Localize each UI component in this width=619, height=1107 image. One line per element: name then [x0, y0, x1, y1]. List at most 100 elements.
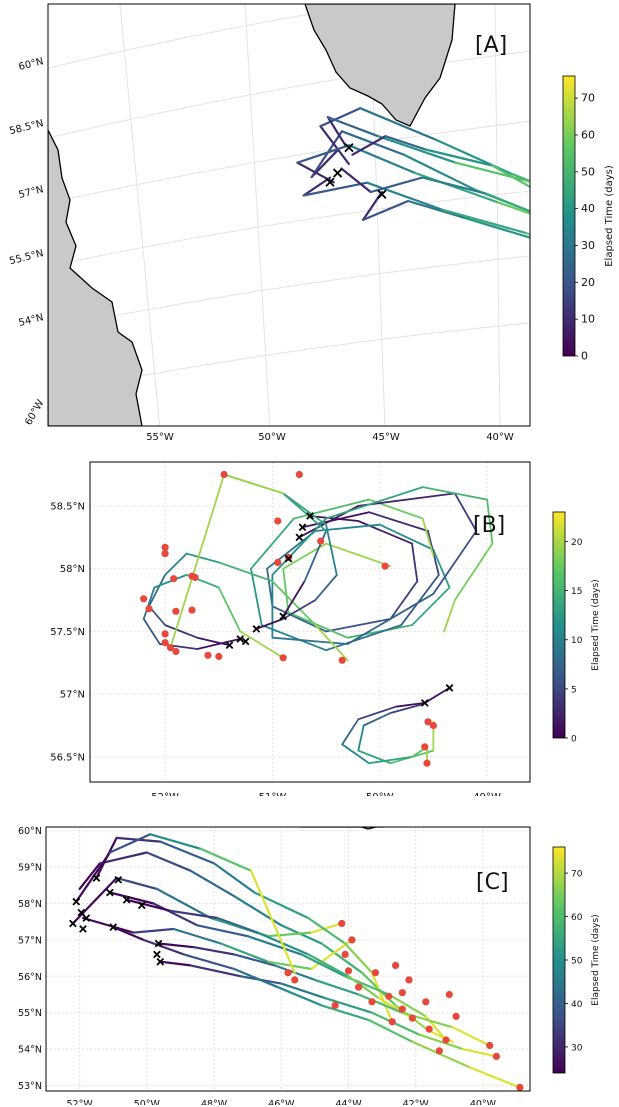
colorbar-tick-label: 60 — [581, 128, 595, 141]
panel-b-ticks: 52°W 51°W 50°W 49°W 58.5°N 58°N 57.5°N 57°N 56.5… — [50, 501, 501, 796]
colorbar-tick-label: 20 — [571, 538, 583, 548]
drifter-track-segment — [112, 925, 145, 941]
drifter-track-segment — [307, 953, 350, 978]
panel-b-end-markers — [140, 470, 437, 767]
drifter-track-segment — [461, 1048, 498, 1058]
end-marker — [338, 919, 346, 928]
end-marker — [452, 1012, 460, 1020]
drifter-track-segment — [266, 960, 313, 971]
start-marker — [114, 875, 123, 884]
drifter-track-segment — [326, 115, 380, 138]
drifter-track-segment — [307, 916, 347, 945]
drifter-track-segment — [325, 523, 338, 576]
drifter-track-segment — [359, 107, 438, 141]
drifter-track-segment — [407, 199, 466, 220]
drifter-track-segment — [302, 176, 332, 197]
end-marker — [486, 1041, 494, 1050]
end-marker — [338, 656, 346, 664]
drifter-track-segment — [253, 891, 310, 920]
drifter-track-segment — [357, 724, 365, 752]
start-marker-stroke — [92, 874, 101, 882]
drifter-track-segment — [280, 982, 327, 1000]
start-marker — [306, 512, 314, 520]
end-marker — [161, 639, 169, 647]
panel-c-colorbar: 30 40 50 60 70 Elapsed Time (days) — [552, 846, 601, 1074]
panel-b-tracks — [142, 473, 494, 765]
end-marker — [279, 654, 287, 662]
end-marker — [145, 605, 153, 613]
drifter-track-segment — [411, 542, 419, 583]
x-tick-label: 51°W — [259, 792, 287, 796]
start-marker-stroke — [137, 901, 146, 910]
drifter-track-segment — [486, 498, 494, 545]
start-marker — [332, 168, 343, 178]
drifter-track-segment — [125, 898, 172, 912]
colorbar-tick-label: 10 — [581, 313, 595, 326]
end-marker — [371, 969, 379, 977]
x-tick-label: 50°W — [134, 1099, 161, 1105]
lat-tick: 57°N — [18, 184, 45, 201]
end-marker — [166, 644, 175, 652]
start-marker-stroke — [241, 637, 250, 646]
drifter-track-segment — [325, 542, 392, 568]
start-marker-stroke — [153, 950, 161, 959]
start-marker-stroke — [109, 923, 118, 931]
start-marker — [325, 177, 335, 187]
drifter-track-segment — [250, 567, 263, 627]
drifter-track-segment — [421, 176, 488, 195]
lat-tick: 58.5°N — [8, 118, 44, 137]
drifter-track-segment — [384, 135, 427, 151]
drifter-track-segment — [196, 637, 242, 650]
end-marker — [344, 967, 353, 975]
drifter-track-segment — [357, 492, 456, 507]
y-tick-label: 56°N — [18, 972, 42, 983]
start-marker — [92, 874, 101, 882]
panel-b-map: 52°W 51°W 50°W 49°W 58.5°N 58°N 57.5°N 57°N 56.5… — [50, 461, 601, 796]
drifter-track-segment — [302, 181, 369, 197]
lat-tick: 54°N — [18, 312, 45, 329]
end-marker — [140, 595, 148, 603]
drifter-track-segment — [451, 1026, 491, 1047]
drifter-track-segment — [157, 942, 195, 949]
start-marker-stroke — [154, 939, 163, 948]
colorbar-c-ticks: 30 40 50 60 70 — [565, 870, 583, 1053]
panel-a-lon-ticks: 55°W 50°W 45°W 40°W — [146, 432, 514, 440]
end-marker — [421, 743, 429, 751]
panel-c-tracks — [71, 833, 522, 1089]
drifter-track-segment — [344, 942, 374, 974]
drifter-track-segment — [282, 599, 317, 620]
drifter-track-segment — [246, 935, 303, 956]
start-marker — [344, 143, 354, 153]
y-tick-label: 55°N — [18, 1008, 42, 1019]
panel-b-start-markers — [225, 512, 454, 707]
drifter-track-segment — [418, 1033, 464, 1051]
start-marker — [241, 637, 250, 646]
start-marker — [377, 189, 387, 199]
drifter-track-segment — [199, 847, 253, 872]
x-tick-label: 52°W — [66, 1099, 93, 1105]
drifter-track-segment — [325, 624, 403, 652]
colorbar-tick-label: 50 — [581, 165, 595, 178]
drifter-track-segment — [325, 486, 424, 520]
drifter-track-segment — [320, 942, 363, 974]
y-tick-label: 60°N — [18, 826, 42, 837]
drifter-track-segment — [351, 135, 387, 156]
end-marker — [442, 1036, 450, 1044]
panel-c-label: [C] — [476, 870, 509, 895]
panel-c-map: 52°W 50°W 48°W 46°W 44°W 42°W 40°W 60°N 59°N 58°N… — [18, 826, 601, 1105]
drifter-track-segment — [142, 586, 156, 620]
drifter-track-segment — [310, 922, 343, 934]
drifter-track-segment — [378, 523, 435, 551]
drifter-track-segment — [453, 542, 494, 601]
x-tick-label: 48°W — [201, 1099, 228, 1105]
drifter-track-segment — [424, 148, 494, 167]
drifter-track-segment — [196, 636, 231, 647]
end-marker — [172, 647, 180, 656]
drifter-track-segment — [301, 511, 370, 529]
end-marker — [425, 1025, 433, 1033]
drifter-track-segment — [155, 887, 212, 920]
drifter-track-segment — [159, 840, 216, 865]
x-tick-label: 40°W — [470, 1099, 497, 1105]
panel-a-map: [A] 60°N 58.5°N 57°N 55.5°N 54°N 60°W 55… — [8, 3, 615, 440]
start-marker-stroke — [72, 897, 81, 906]
